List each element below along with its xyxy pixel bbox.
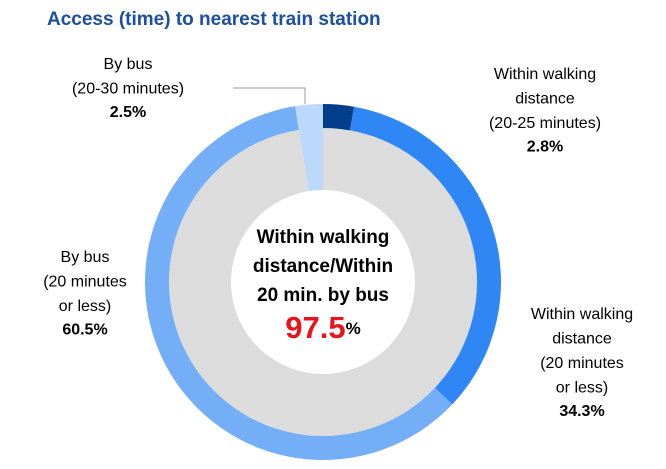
slice-label: (20 minutes xyxy=(43,274,127,291)
center-label: 20 min. by bus xyxy=(257,285,389,306)
slice-label: or less) xyxy=(59,298,111,315)
slice-label: (20-30 minutes) xyxy=(72,81,184,98)
slice-label: distance xyxy=(552,331,612,348)
center-unit: % xyxy=(346,319,361,338)
center-label: distance/Within xyxy=(253,256,393,277)
center-ring xyxy=(168,128,478,436)
slice-label: By bus xyxy=(61,249,110,266)
slice-label: (20-25 minutes) xyxy=(489,115,601,132)
value-label: 2.8% xyxy=(527,139,563,156)
value-label: 34.3% xyxy=(559,403,604,420)
slice-label: By bus xyxy=(104,56,153,73)
donut-slice xyxy=(145,106,453,460)
donut-slice xyxy=(295,104,323,192)
value-label: 60.5% xyxy=(62,322,107,339)
chart-title: Access (time) to nearest train station xyxy=(47,9,381,30)
center-label: Within walking xyxy=(257,227,390,248)
center-value: 97.5% xyxy=(285,310,360,345)
slice-label: distance xyxy=(515,91,575,108)
slice-label: or less) xyxy=(556,380,608,397)
value-label: 2.5% xyxy=(110,104,146,121)
center-number: 97.5 xyxy=(285,310,345,345)
slice-label: Within walking xyxy=(531,306,633,323)
leader-line xyxy=(233,87,306,104)
donut-slice xyxy=(323,104,355,131)
donut-slice xyxy=(349,106,501,405)
slice-label: Within walking xyxy=(494,66,596,83)
slice-label: (20 minutes xyxy=(540,355,624,372)
